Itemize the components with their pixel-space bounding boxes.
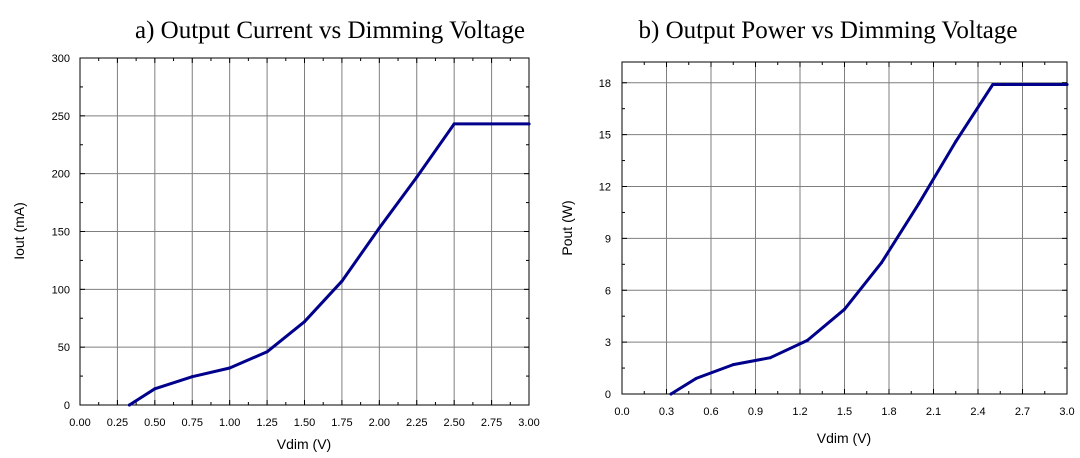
x-tick-label: 1.8 — [881, 406, 896, 418]
y-tick-label: 150 — [52, 227, 70, 239]
y-tick-label: 50 — [58, 342, 70, 354]
x-tick-label: 1.75 — [331, 417, 352, 429]
x-tick-label: 3.0 — [1059, 406, 1074, 418]
data-point — [669, 392, 673, 396]
data-point — [127, 403, 131, 407]
data-point — [303, 320, 306, 324]
x-tick-label: 0.0 — [614, 406, 629, 418]
data-point — [880, 261, 884, 265]
data-point — [768, 356, 772, 360]
y-tick-label: 250 — [52, 111, 70, 123]
data-point — [265, 350, 269, 354]
x-tick-label: 0.75 — [182, 417, 203, 429]
data-point — [731, 363, 735, 367]
x-tick-label: 2.25 — [406, 417, 427, 429]
data-point — [228, 366, 232, 370]
x-tick-label: 1.50 — [294, 417, 315, 429]
data-point — [377, 226, 381, 230]
y-tick-label: 12 — [599, 182, 611, 194]
x-tick-label: 0.9 — [748, 406, 763, 418]
x-tick-label: 2.4 — [970, 406, 985, 418]
chart-output-power: b) Output Power vs Dimming Voltage 0.0 0.3… — [559, 17, 1075, 446]
data-point — [954, 140, 958, 144]
data-point — [190, 375, 194, 379]
x-tick-label: 2.50 — [443, 417, 464, 429]
x-tick-label: 2.1 — [926, 406, 941, 418]
x-axis-label: Vdim (V) — [277, 436, 331, 452]
series-line — [669, 83, 1069, 396]
data-point — [340, 279, 344, 283]
y-tick-label: 6 — [605, 285, 611, 297]
data-point — [153, 387, 157, 391]
x-tick-label: 0.6 — [703, 406, 718, 418]
data-point — [452, 122, 456, 126]
y-tick-label: 9 — [605, 233, 611, 245]
x-tick-label: 1.25 — [256, 417, 277, 429]
x-tick-label: 2.7 — [1015, 406, 1030, 418]
x-tick-label: 0.00 — [69, 417, 90, 429]
chart-title: a) Output Current vs Dimming Voltage — [135, 17, 525, 44]
y-tick-label: 18 — [599, 78, 611, 90]
x-tick-label: 2.75 — [481, 417, 502, 429]
y-tick-label: 100 — [52, 284, 70, 296]
x-axis-label: Vdim (V) — [817, 430, 871, 446]
data-point — [1065, 82, 1069, 86]
series-line — [127, 122, 531, 407]
x-tick-label: 0.3 — [659, 406, 674, 418]
x-tick-label: 1.5 — [837, 406, 852, 418]
data-point — [805, 338, 809, 342]
data-point — [694, 376, 698, 380]
y-axis-label: Pout (W) — [559, 200, 575, 255]
x-tick-label: 2.00 — [369, 417, 390, 429]
data-point — [527, 122, 531, 126]
y-tick-label: 3 — [605, 337, 611, 349]
x-tick-label: 0.25 — [107, 417, 128, 429]
data-point — [843, 307, 846, 311]
x-tick-label: 1.2 — [792, 406, 807, 418]
data-point — [415, 175, 419, 179]
x-tick-label: 3.00 — [518, 417, 539, 429]
y-tick-label: 15 — [599, 130, 611, 142]
x-tick-label: 1.00 — [219, 417, 240, 429]
data-point — [917, 202, 921, 206]
y-tick-label: 0 — [605, 389, 611, 401]
y-tick-label: 0 — [64, 400, 70, 412]
data-point — [991, 82, 995, 86]
chart-output-current: a) Output Current vs Dimming Voltage 0.00… — [11, 17, 540, 452]
y-tick-label: 200 — [52, 169, 70, 181]
x-tick-label: 0.50 — [144, 417, 165, 429]
chart-title: b) Output Power vs Dimming Voltage — [639, 17, 1018, 44]
y-axis-label: Iout (mA) — [11, 202, 27, 260]
y-tick-label: 300 — [52, 53, 70, 65]
